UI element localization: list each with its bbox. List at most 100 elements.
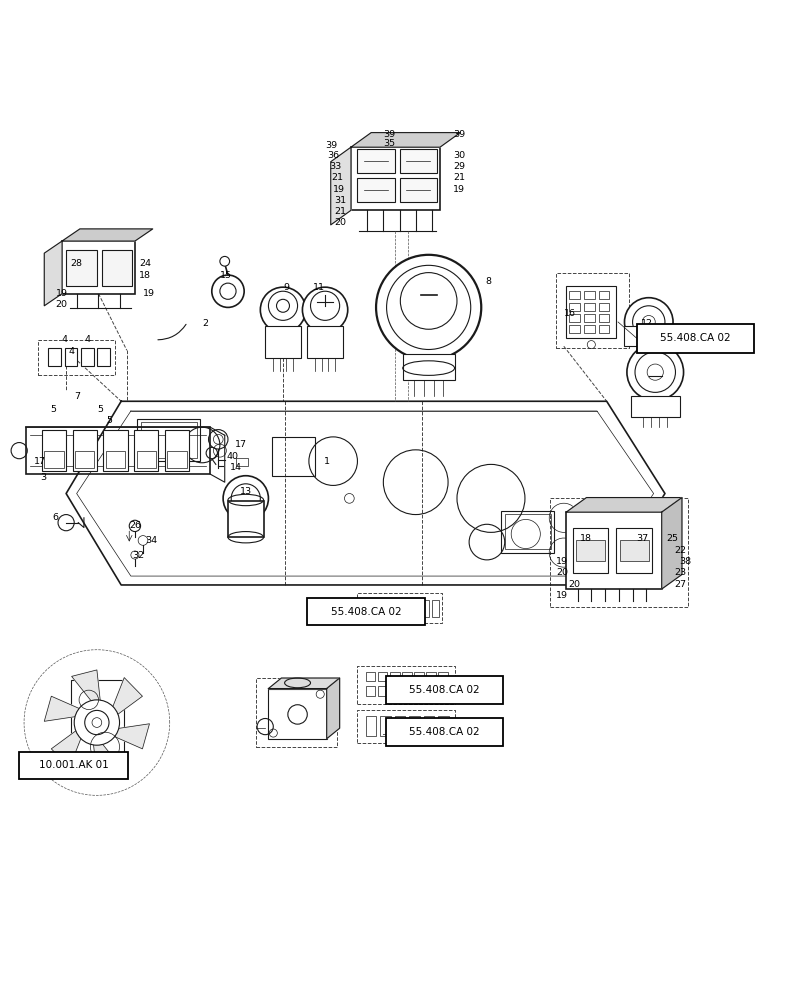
Polygon shape bbox=[45, 241, 62, 306]
Bar bbox=[572, 528, 607, 573]
Text: 4: 4 bbox=[84, 335, 90, 344]
Bar bbox=[619, 540, 648, 561]
Text: 5: 5 bbox=[50, 405, 56, 414]
Bar bbox=[569, 291, 579, 299]
Bar bbox=[616, 528, 651, 573]
Bar bbox=[66, 250, 97, 286]
Bar bbox=[363, 600, 371, 617]
Bar bbox=[365, 672, 375, 681]
Bar bbox=[103, 430, 127, 471]
Circle shape bbox=[220, 256, 230, 266]
Circle shape bbox=[74, 700, 119, 745]
Bar bbox=[636, 324, 753, 353]
Text: 23: 23 bbox=[674, 568, 686, 577]
Bar bbox=[389, 672, 399, 681]
Bar bbox=[75, 451, 94, 468]
Text: 20: 20 bbox=[567, 580, 579, 589]
Text: 35: 35 bbox=[383, 139, 395, 148]
Text: 16: 16 bbox=[563, 309, 575, 318]
Bar bbox=[426, 686, 436, 696]
Bar bbox=[438, 686, 448, 696]
Bar bbox=[383, 600, 390, 617]
Bar bbox=[140, 422, 197, 458]
Bar bbox=[431, 600, 439, 617]
Text: 24: 24 bbox=[139, 259, 151, 268]
Bar bbox=[26, 427, 210, 474]
Text: 2: 2 bbox=[202, 319, 208, 328]
Text: 55.408.CA 02: 55.408.CA 02 bbox=[409, 727, 479, 737]
Bar bbox=[438, 672, 448, 681]
Circle shape bbox=[260, 287, 305, 332]
Bar bbox=[380, 716, 390, 736]
Circle shape bbox=[223, 476, 268, 521]
Text: 11: 11 bbox=[312, 283, 324, 292]
Text: 34: 34 bbox=[145, 536, 157, 545]
Bar bbox=[624, 326, 672, 346]
Bar bbox=[136, 451, 156, 468]
Text: 18: 18 bbox=[139, 271, 151, 280]
Bar bbox=[49, 348, 61, 366]
Bar bbox=[228, 501, 264, 537]
Text: 3: 3 bbox=[40, 473, 46, 482]
Bar bbox=[19, 752, 128, 779]
Bar bbox=[423, 716, 434, 736]
Text: 21: 21 bbox=[453, 173, 465, 182]
Bar bbox=[268, 689, 326, 739]
Polygon shape bbox=[350, 133, 460, 147]
Text: 6: 6 bbox=[52, 513, 58, 522]
Bar bbox=[377, 686, 387, 696]
Text: 20: 20 bbox=[556, 568, 567, 577]
Bar bbox=[265, 326, 300, 358]
Text: 13: 13 bbox=[240, 487, 252, 496]
Text: 55.408.CA 02: 55.408.CA 02 bbox=[330, 607, 401, 617]
Polygon shape bbox=[45, 696, 92, 721]
Polygon shape bbox=[565, 498, 681, 512]
Text: 30: 30 bbox=[453, 151, 465, 160]
Bar bbox=[101, 250, 132, 286]
Text: 40: 40 bbox=[226, 452, 238, 461]
Bar bbox=[583, 291, 594, 299]
Polygon shape bbox=[92, 731, 122, 775]
Bar bbox=[422, 600, 429, 617]
Circle shape bbox=[212, 275, 244, 307]
Polygon shape bbox=[71, 670, 101, 714]
Text: 18: 18 bbox=[579, 534, 591, 543]
Text: 31: 31 bbox=[333, 196, 345, 205]
Text: 17: 17 bbox=[234, 440, 247, 449]
Bar bbox=[393, 600, 400, 617]
Bar bbox=[414, 686, 423, 696]
Bar bbox=[62, 241, 135, 294]
Text: 4: 4 bbox=[62, 335, 67, 344]
Bar bbox=[72, 430, 97, 471]
Bar bbox=[630, 396, 679, 417]
Circle shape bbox=[375, 255, 481, 360]
Bar bbox=[401, 672, 411, 681]
Polygon shape bbox=[326, 678, 339, 739]
Bar bbox=[365, 686, 375, 696]
Circle shape bbox=[302, 287, 347, 332]
Bar bbox=[71, 680, 123, 765]
Text: 10.001.AK 01: 10.001.AK 01 bbox=[39, 760, 109, 770]
Text: 39: 39 bbox=[324, 141, 337, 150]
Text: 19: 19 bbox=[143, 289, 155, 298]
Text: 9: 9 bbox=[283, 283, 289, 292]
Bar bbox=[414, 672, 423, 681]
Bar bbox=[357, 178, 394, 202]
Text: 19: 19 bbox=[56, 289, 67, 298]
Polygon shape bbox=[661, 498, 681, 589]
Text: 15: 15 bbox=[220, 271, 232, 280]
Bar bbox=[80, 348, 93, 366]
Text: 55.408.CA 02: 55.408.CA 02 bbox=[409, 685, 479, 695]
Bar bbox=[307, 326, 342, 358]
Text: 20: 20 bbox=[333, 218, 345, 227]
Bar bbox=[501, 511, 553, 553]
Bar bbox=[272, 437, 314, 476]
Bar bbox=[97, 348, 109, 366]
Text: 28: 28 bbox=[71, 259, 82, 268]
Bar bbox=[438, 716, 448, 736]
Text: 39: 39 bbox=[453, 130, 465, 139]
Text: 37: 37 bbox=[636, 534, 648, 543]
Text: 19: 19 bbox=[556, 591, 567, 600]
Bar bbox=[565, 512, 661, 589]
Text: 20: 20 bbox=[56, 300, 67, 309]
